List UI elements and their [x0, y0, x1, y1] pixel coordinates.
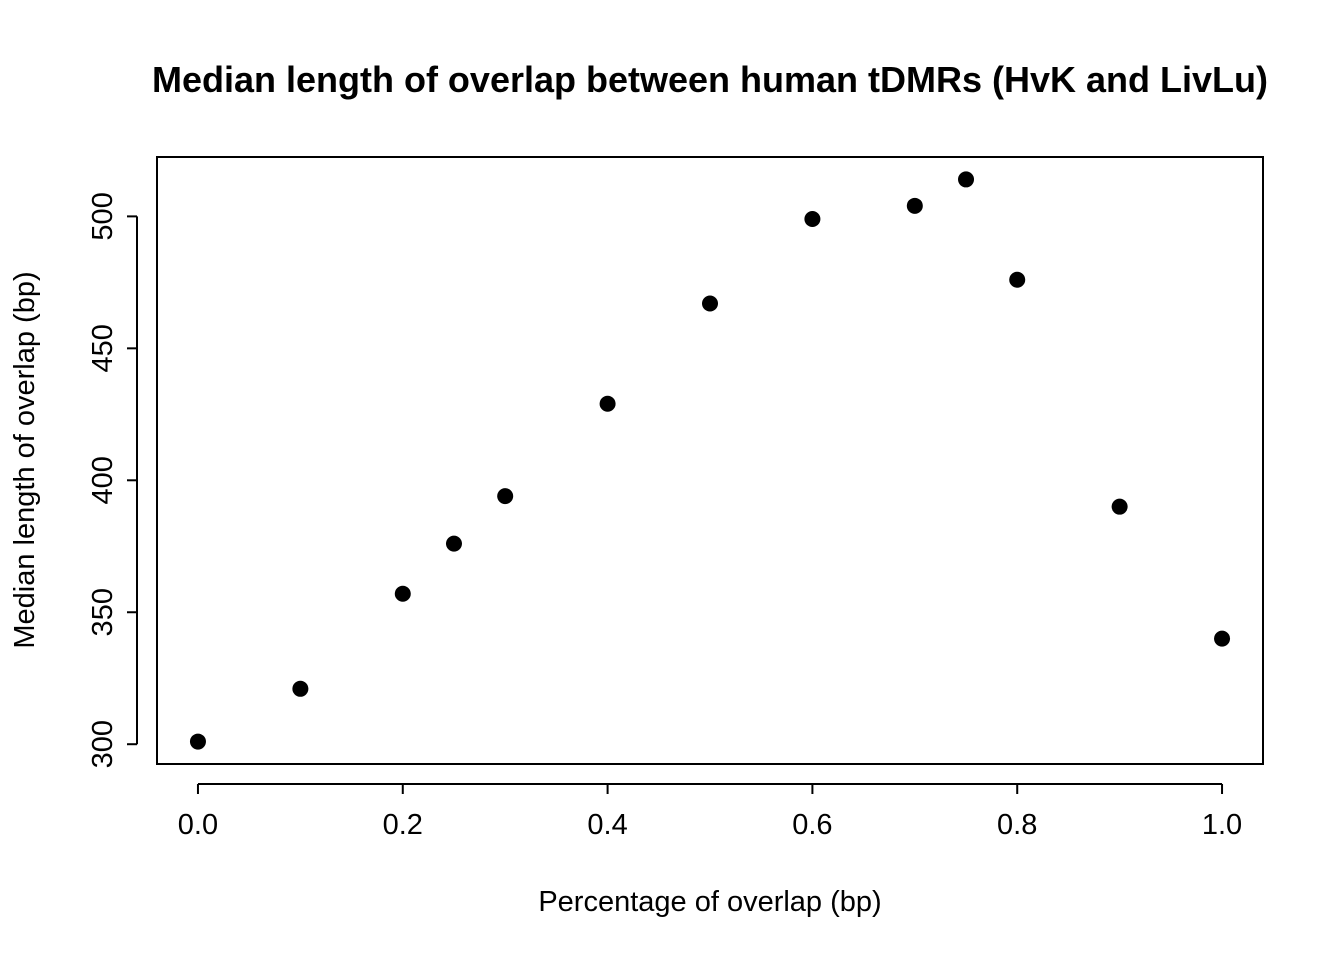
x-axis-label: Percentage of overlap (bp) — [538, 886, 881, 918]
data-point — [497, 488, 514, 505]
y-axis-label: Median length of overlap (bp) — [9, 271, 41, 648]
y-tick-label: 300 — [87, 720, 119, 768]
x-tick-label: 0.4 — [587, 809, 627, 841]
x-axis: 0.0 0.2 0.4 0.6 0.8 1.0 — [178, 783, 1242, 841]
data-point — [1009, 271, 1026, 288]
y-tick-label: 450 — [87, 324, 119, 372]
x-tick-label: 0.8 — [997, 809, 1037, 841]
y-tick-label: 350 — [87, 588, 119, 636]
data-point — [1214, 630, 1231, 647]
data-points — [189, 171, 1231, 750]
data-point — [958, 171, 975, 188]
plot-frame — [156, 156, 1264, 765]
y-tick-label: 500 — [87, 192, 119, 240]
x-tick-label: 1.0 — [1202, 809, 1242, 841]
data-point — [804, 211, 821, 228]
y-axis: 300 350 400 450 500 — [87, 192, 138, 768]
x-tick-label: 0.0 — [178, 809, 218, 841]
x-tick-label: 0.6 — [792, 809, 832, 841]
data-point — [445, 535, 462, 552]
data-point — [394, 585, 411, 602]
data-point — [1111, 498, 1128, 515]
data-point — [702, 295, 718, 312]
data-point — [189, 733, 206, 750]
chart-title: Median length of overlap between human t… — [152, 59, 1268, 100]
data-point — [906, 197, 923, 214]
data-point — [292, 680, 309, 697]
y-tick-label: 400 — [87, 456, 119, 504]
x-tick-label: 0.2 — [383, 809, 423, 841]
data-point — [599, 395, 616, 412]
